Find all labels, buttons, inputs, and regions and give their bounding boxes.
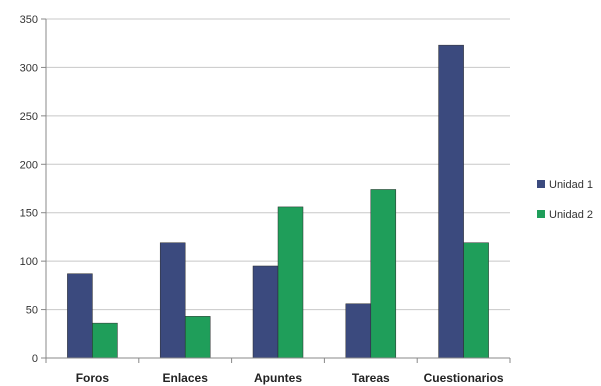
legend-swatch: [537, 180, 545, 188]
bar-unidad-2-tareas: [370, 189, 397, 359]
bar-unidad-2-enlaces: [184, 316, 211, 359]
y-tick-label: 250: [20, 111, 38, 123]
bar-unidad-1-enlaces: [159, 242, 186, 359]
x-axis: Foros Enlaces Apuntes Tareas Cuestionarios: [45, 357, 511, 385]
y-tick-label: 350: [20, 14, 38, 26]
bars: [67, 44, 489, 359]
bar-unidad-1-tareas: [345, 303, 372, 359]
bar-unidad-1-foros: [67, 273, 93, 359]
y-tick-label: 200: [20, 159, 38, 171]
bar-unidad-2-apuntes: [277, 206, 304, 359]
y-tick-label: 300: [20, 62, 38, 74]
x-tick-label: Apuntes: [254, 371, 302, 385]
y-tick-label: 150: [20, 208, 38, 220]
bar-unidad-1-cuestionarios: [438, 44, 464, 359]
x-tick-label: Tareas: [352, 371, 390, 385]
legend: Unidad 1 Unidad 2: [537, 179, 593, 221]
bar-unidad-2-cuestionarios: [463, 242, 489, 359]
x-tick-label: Enlaces: [163, 371, 209, 385]
bar-unidad-2-foros: [92, 322, 118, 359]
legend-label: Unidad 1: [549, 179, 593, 191]
x-tick-label: Cuestionarios: [424, 371, 504, 385]
y-tick-label: 0: [32, 353, 38, 365]
y-tick-label: 50: [26, 305, 38, 317]
y-axis: 0 50 100 150 200 250 300 350: [20, 14, 47, 365]
bar-unidad-1-apuntes: [252, 265, 279, 359]
legend-label: Unidad 2: [549, 209, 593, 221]
y-tick-label: 100: [20, 256, 38, 268]
x-tick-label: Foros: [76, 371, 110, 385]
legend-swatch: [537, 210, 545, 218]
